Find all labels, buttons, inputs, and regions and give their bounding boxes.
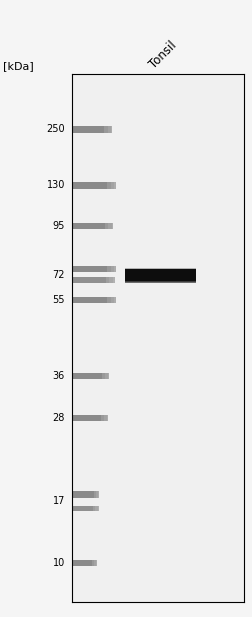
Bar	[114, 297, 118, 303]
Bar	[111, 265, 114, 272]
Bar	[92, 560, 94, 566]
Text: 95: 95	[52, 221, 65, 231]
Bar	[95, 505, 98, 511]
Bar	[125, 268, 196, 283]
Bar	[113, 278, 116, 283]
Bar	[104, 126, 108, 133]
Bar	[93, 505, 95, 511]
Bar	[72, 182, 116, 189]
Bar	[125, 281, 196, 283]
Bar	[72, 491, 100, 498]
Bar	[109, 278, 113, 283]
Bar	[107, 297, 111, 303]
Bar	[112, 223, 115, 229]
Bar	[111, 182, 114, 189]
Bar	[114, 265, 118, 272]
Bar	[72, 505, 99, 511]
Text: 130: 130	[47, 180, 65, 191]
Bar	[72, 297, 116, 303]
Bar	[72, 560, 97, 566]
Bar	[108, 223, 112, 229]
Bar	[111, 297, 114, 303]
Bar	[107, 182, 111, 189]
Bar	[96, 491, 98, 498]
Bar	[72, 278, 115, 283]
Bar	[102, 373, 105, 379]
Text: 250: 250	[46, 125, 65, 135]
Bar	[111, 126, 114, 133]
Bar	[125, 267, 196, 269]
Text: 55: 55	[52, 296, 65, 305]
Bar	[98, 491, 101, 498]
Bar	[114, 182, 118, 189]
Bar	[104, 415, 107, 421]
Text: 17: 17	[52, 496, 65, 507]
Bar	[106, 278, 109, 283]
Bar	[98, 505, 100, 511]
Bar	[125, 267, 196, 269]
Bar	[96, 560, 98, 566]
Bar	[125, 267, 196, 269]
Bar	[108, 126, 111, 133]
Bar	[125, 281, 196, 283]
Bar	[72, 223, 113, 229]
Text: 28: 28	[52, 413, 65, 423]
Text: 36: 36	[53, 371, 65, 381]
Bar	[94, 560, 96, 566]
Text: 10: 10	[53, 558, 65, 568]
Bar	[107, 415, 110, 421]
Text: [kDa]: [kDa]	[3, 61, 33, 71]
Bar	[94, 491, 96, 498]
Bar	[105, 223, 108, 229]
Bar	[125, 281, 196, 283]
Text: 72: 72	[52, 270, 65, 280]
Bar	[105, 373, 108, 379]
Bar	[101, 415, 104, 421]
Text: Tonsil: Tonsil	[146, 39, 179, 71]
Bar	[72, 265, 116, 272]
Bar	[72, 415, 108, 421]
Bar	[72, 373, 109, 379]
Bar	[108, 373, 111, 379]
Bar	[72, 126, 112, 133]
Bar	[107, 265, 111, 272]
